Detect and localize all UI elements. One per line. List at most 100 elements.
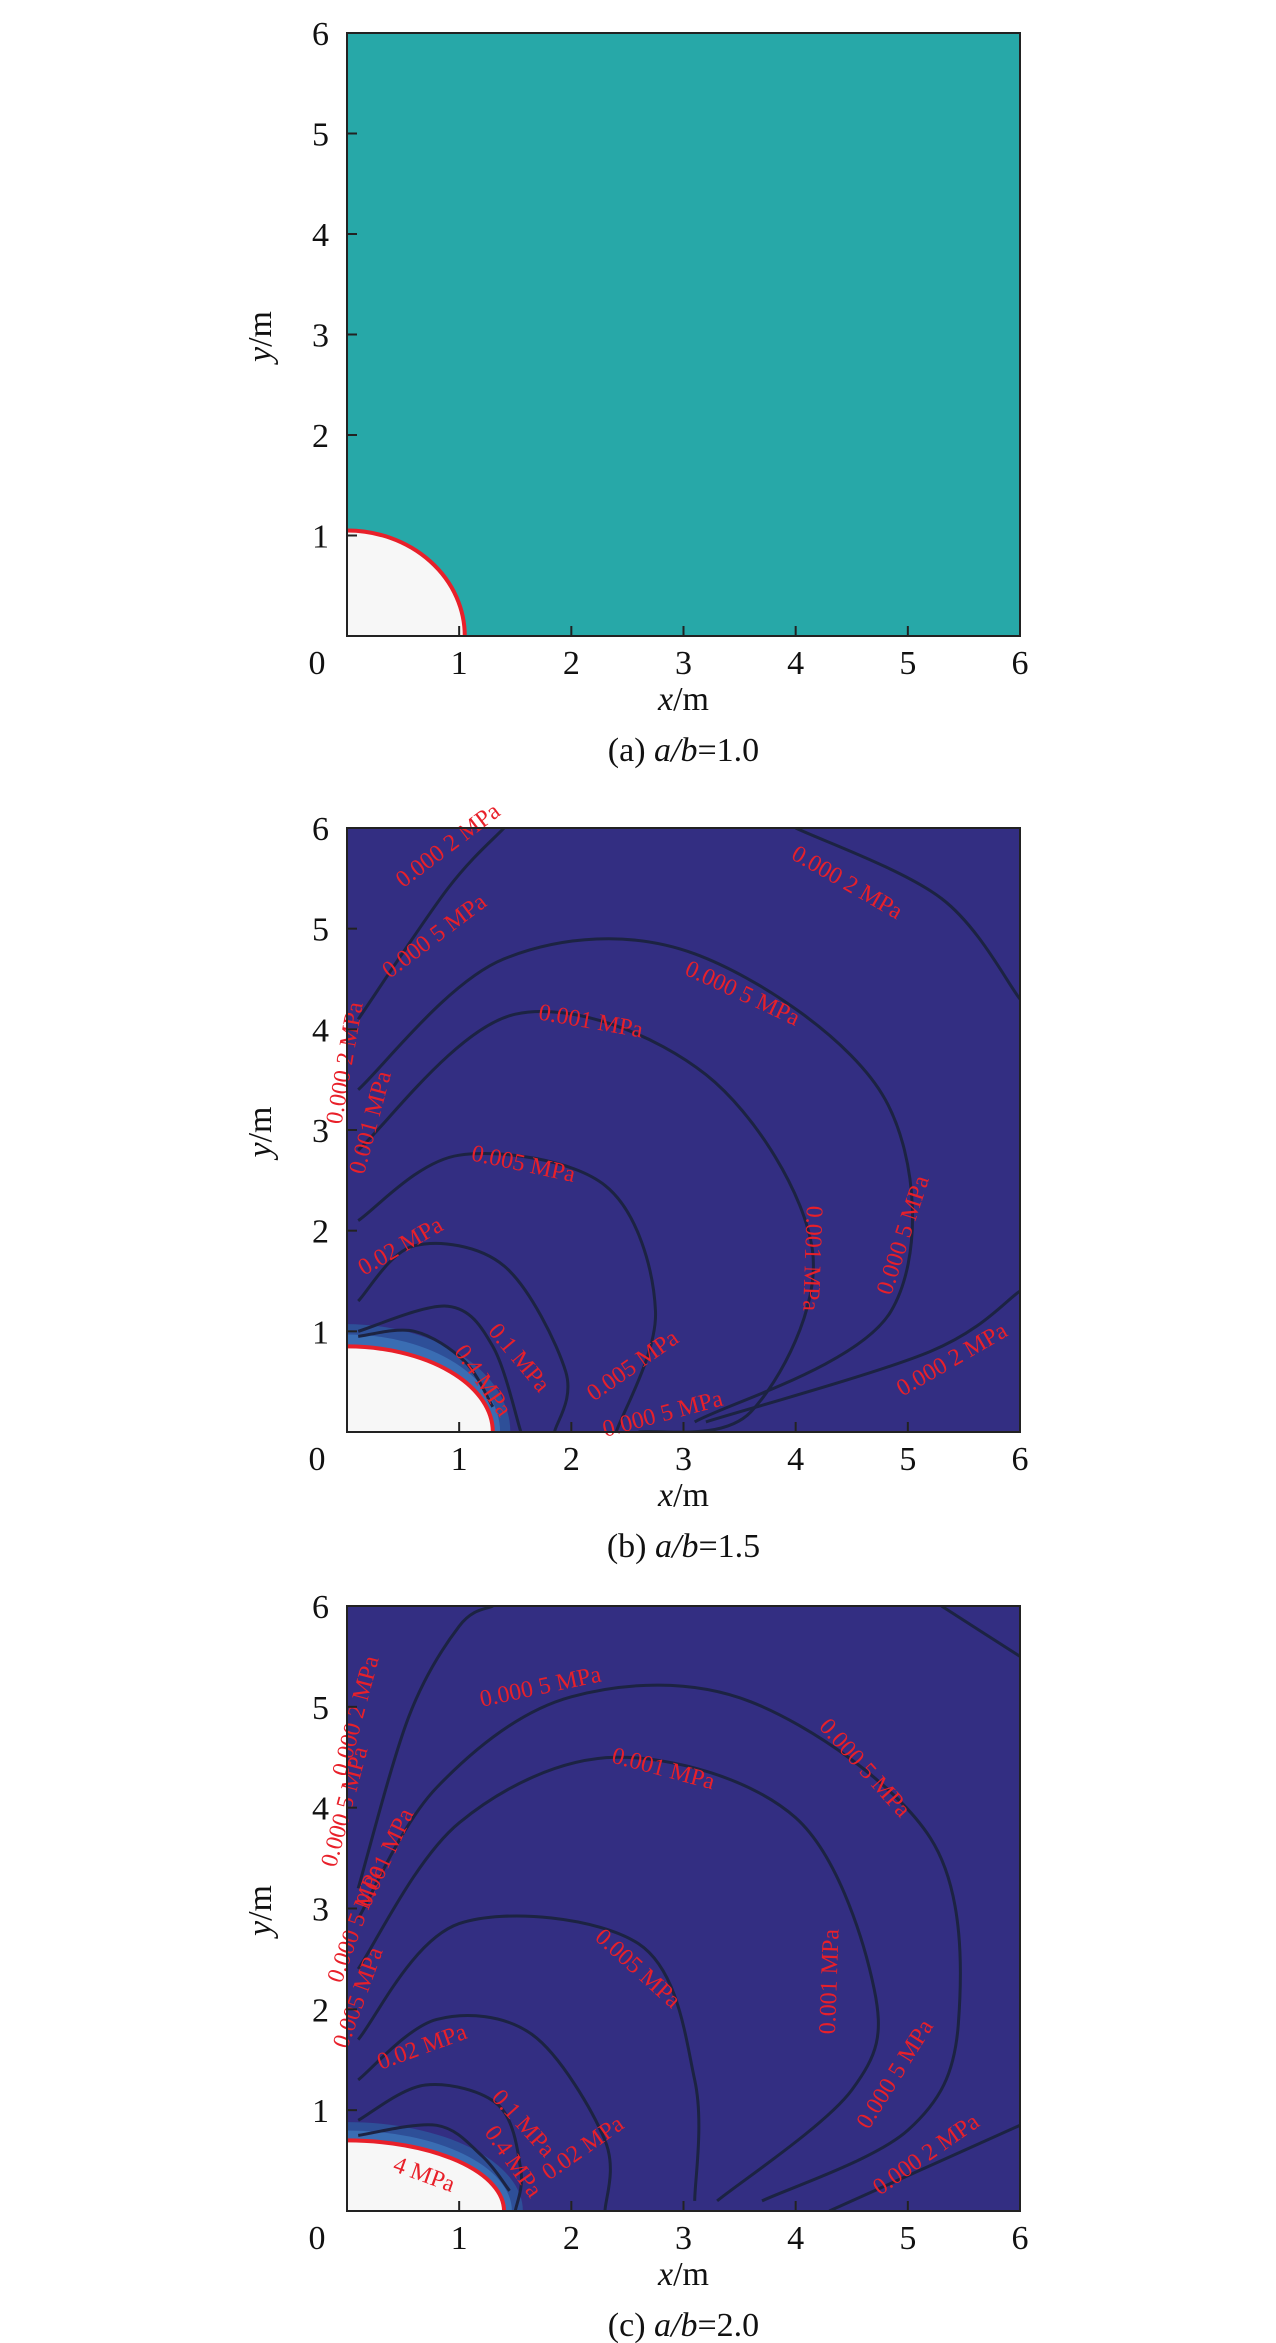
contour-layer: [347, 828, 1020, 1432]
x-tick-label: 5: [899, 2220, 916, 2257]
panel-caption: (a) a/b=1.0: [608, 732, 759, 769]
contour-line: [357, 1304, 523, 1432]
y-tick-label: 6: [312, 811, 329, 848]
y-tick-label: 5: [312, 1690, 329, 1727]
contour-line: [358, 1328, 495, 1408]
caption-prefix: (c): [608, 2307, 654, 2343]
x-axis-label: x/m: [657, 2256, 709, 2293]
caption-value: =1.0: [698, 732, 760, 769]
x-axis-unit: /m: [673, 681, 709, 718]
x-axis-unit: /m: [673, 2256, 709, 2293]
y-tick-label: 5: [312, 117, 329, 154]
y-tick-label: 3: [312, 1113, 329, 1150]
x-axis-var: x: [657, 2256, 673, 2293]
contour-layer: [347, 528, 467, 636]
x-tick-label: 3: [675, 645, 692, 682]
contour-line: [357, 1914, 701, 2201]
y-tick-label: 4: [312, 1791, 329, 1828]
x-axis-label: x/m: [657, 1477, 709, 1514]
contour-line: [357, 1152, 658, 1432]
plot-area: [347, 33, 1020, 636]
y-axis-unit: /m: [242, 1885, 279, 1921]
y-tick-label: 4: [312, 1012, 329, 1049]
y-tick-label: 5: [312, 912, 329, 949]
opening-area: [347, 1346, 493, 1432]
x-tick-label: 3: [675, 2220, 692, 2257]
contour-line: [356, 1755, 880, 2203]
x-tick-label: 6: [1012, 645, 1029, 682]
x-tick-label: 5: [899, 645, 916, 682]
contour-line: [356, 1606, 494, 1889]
opening-boundary: [347, 1344, 495, 1432]
contour-line: [705, 1289, 1020, 1424]
x-axis-var: x: [657, 1477, 673, 1514]
x-tick-label: 2: [563, 645, 580, 682]
x-tick-label: 1: [451, 2220, 468, 2257]
caption-ratio: a/b: [654, 732, 697, 769]
contour-line: [828, 2123, 1020, 2211]
y-tick-label: 3: [312, 1892, 329, 1929]
x-tick-label: 2: [563, 2220, 580, 2257]
y-tick-label: 2: [312, 1214, 329, 1251]
caption-ratio: a/b: [654, 2307, 697, 2343]
contour-label: 0.001 MPa: [815, 1928, 845, 2035]
contour-line: [357, 2014, 612, 2211]
opening-area: [347, 2140, 505, 2211]
x-tick-label: 6: [1012, 2220, 1029, 2257]
y-tick-label: 2: [312, 418, 329, 455]
panel-caption: (b) a/b=1.5: [607, 1528, 760, 1565]
x-tick-label: 4: [787, 1441, 804, 1478]
x-tick-label: 0: [309, 1441, 326, 1478]
contour-line: [795, 828, 1020, 1001]
plot-area: [347, 828, 1020, 1432]
contour-line: [357, 937, 914, 1424]
caption-ratio: a/b: [655, 1528, 698, 1565]
x-axis-var: x: [657, 681, 673, 718]
y-axis-unit: /m: [242, 311, 279, 347]
opening-boundary: [347, 528, 467, 636]
y-tick-label: 2: [312, 1992, 329, 2029]
y-tick-label: 3: [312, 318, 329, 355]
x-tick-label: 2: [563, 1441, 580, 1478]
contour-label: 0.001 MPa: [797, 1205, 827, 1312]
panel-caption: (c) a/b=2.0: [608, 2307, 759, 2343]
x-tick-label: 5: [899, 1441, 916, 1478]
x-axis-label: x/m: [657, 681, 709, 718]
contour-line: [357, 1242, 570, 1432]
x-tick-label: 4: [787, 645, 804, 682]
y-tick-label: 1: [312, 1314, 329, 1351]
y-axis-var: y: [242, 346, 279, 365]
y-axis-label: y/m: [242, 1885, 279, 1939]
y-tick-label: 4: [312, 217, 329, 254]
caption-prefix: (b): [607, 1528, 655, 1565]
x-tick-label: 0: [309, 2220, 326, 2257]
y-tick-label: 1: [312, 2093, 329, 2130]
y-axis-label: y/m: [242, 311, 279, 365]
x-tick-label: 4: [787, 2220, 804, 2257]
plot-area: [347, 1606, 1020, 2211]
x-tick-label: 0: [309, 645, 326, 682]
y-axis-label: y/m: [242, 1107, 279, 1161]
y-axis-unit: /m: [242, 1107, 279, 1143]
x-axis-unit: /m: [673, 1477, 709, 1514]
contour-line: [940, 1606, 1020, 1658]
x-tick-label: 1: [451, 645, 468, 682]
contour-layer: [347, 1606, 1020, 2211]
contour-line: [357, 1010, 815, 1432]
x-tick-label: 6: [1012, 1441, 1029, 1478]
x-tick-label: 1: [451, 1441, 468, 1478]
y-tick-label: 6: [312, 1589, 329, 1626]
contour-line: [356, 1683, 962, 2203]
caption-value: =2.0: [698, 2307, 760, 2343]
caption-prefix: (a): [608, 732, 654, 769]
opening-area: [347, 530, 465, 636]
x-tick-label: 3: [675, 1441, 692, 1478]
y-tick-label: 6: [312, 16, 329, 53]
caption-value: =1.5: [698, 1528, 760, 1565]
y-axis-var: y: [242, 1142, 279, 1161]
contour-line: [356, 828, 506, 1021]
